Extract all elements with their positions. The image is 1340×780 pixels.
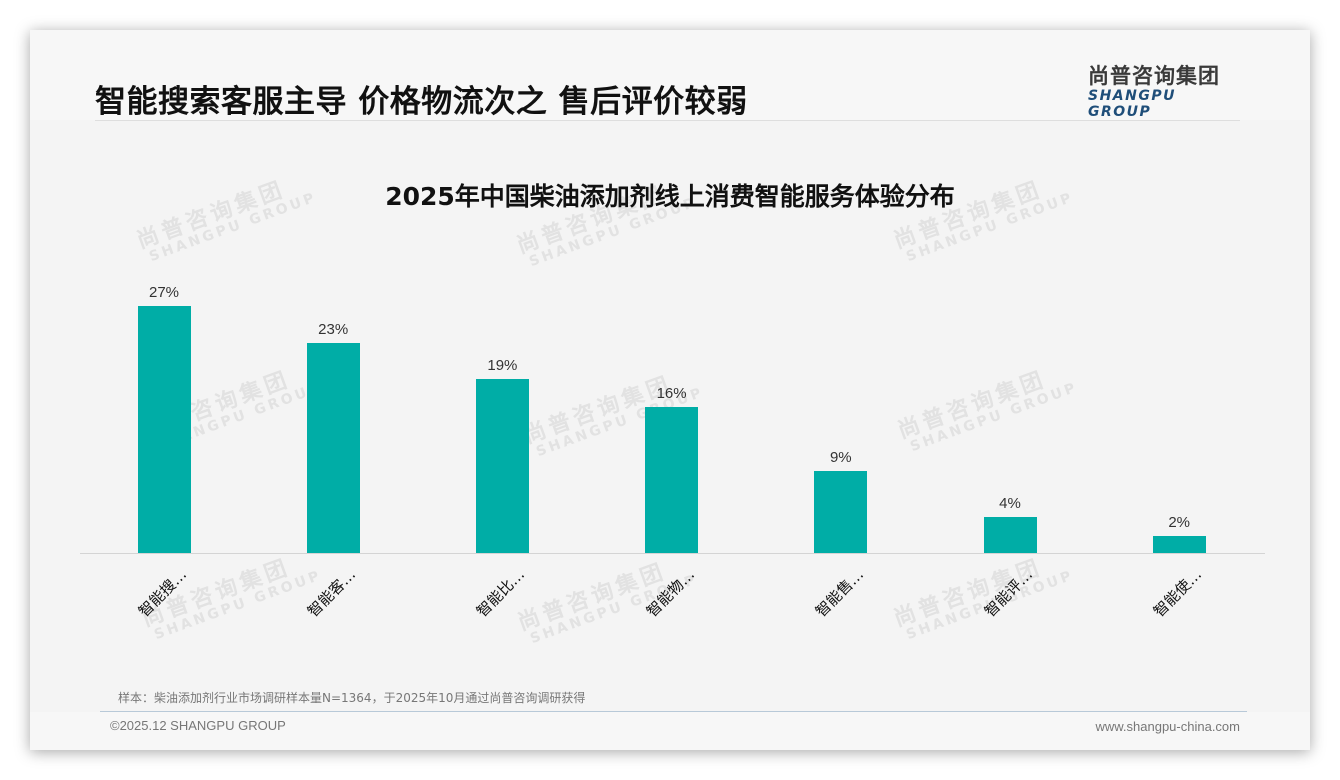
x-axis-category-label: 智能售… <box>811 565 867 621</box>
watermark: 尚普咨询集团 SHANGPU GROUP <box>890 555 1077 644</box>
sample-note: 样本：柴油添加剂行业市场调研样本量N=1364，于2025年10月通过尚普咨询调… <box>118 691 586 705</box>
slide: 智能搜索客服主导 价格物流次之 售后评价较弱 尚普咨询集团 SHANGPU GR… <box>30 30 1310 750</box>
x-axis-category-label: 智能评… <box>980 565 1037 621</box>
bar-value-label: 9% <box>829 449 852 467</box>
bar-value-label: 27% <box>148 284 180 301</box>
header-band <box>30 30 1310 120</box>
bar-value-label: 23% <box>318 320 349 338</box>
logo-chinese-text: 尚普咨询集团 <box>1088 64 1220 88</box>
x-axis-category-label: 智能使… <box>1150 565 1206 621</box>
x-axis-line <box>80 553 1265 554</box>
bar <box>475 379 529 554</box>
x-axis-category-label: 智能物… <box>642 565 698 621</box>
website-url: www.shangpu-china.com <box>1095 719 1240 734</box>
bar-value-label: 19% <box>487 357 518 375</box>
footer-band <box>30 712 1310 750</box>
bar <box>137 306 191 554</box>
bar-chart-plot-area: 27% 23% 19% 16% 9% 4% 2% <box>80 260 1265 554</box>
bar-value-label: 2% <box>1168 513 1191 531</box>
company-logo: 尚普咨询集团 SHANGPU GROUP <box>1088 64 1240 120</box>
logo-english-text: SHANGPU GROUP <box>1088 88 1176 120</box>
bar-value-label: 16% <box>656 385 687 403</box>
bar-value-label: 4% <box>999 495 1021 513</box>
chart-title: 2025年中国柴油添加剂线上消费智能服务体验分布 <box>385 182 955 211</box>
bar <box>983 517 1037 554</box>
title-divider <box>95 120 1240 121</box>
bar <box>645 407 699 554</box>
footer-divider <box>100 711 1247 712</box>
bar <box>814 471 868 554</box>
bar <box>306 342 360 554</box>
copyright-text: ©2025.12 SHANGPU GROUP <box>110 718 286 733</box>
x-axis-category-label: 智能客… <box>304 565 360 621</box>
x-axis-category-label: 智能比… <box>473 565 529 621</box>
x-axis-category-label: 智能搜… <box>134 565 191 621</box>
page-title: 智能搜索客服主导 价格物流次之 售后评价较弱 <box>95 84 748 120</box>
bar <box>1152 535 1206 554</box>
